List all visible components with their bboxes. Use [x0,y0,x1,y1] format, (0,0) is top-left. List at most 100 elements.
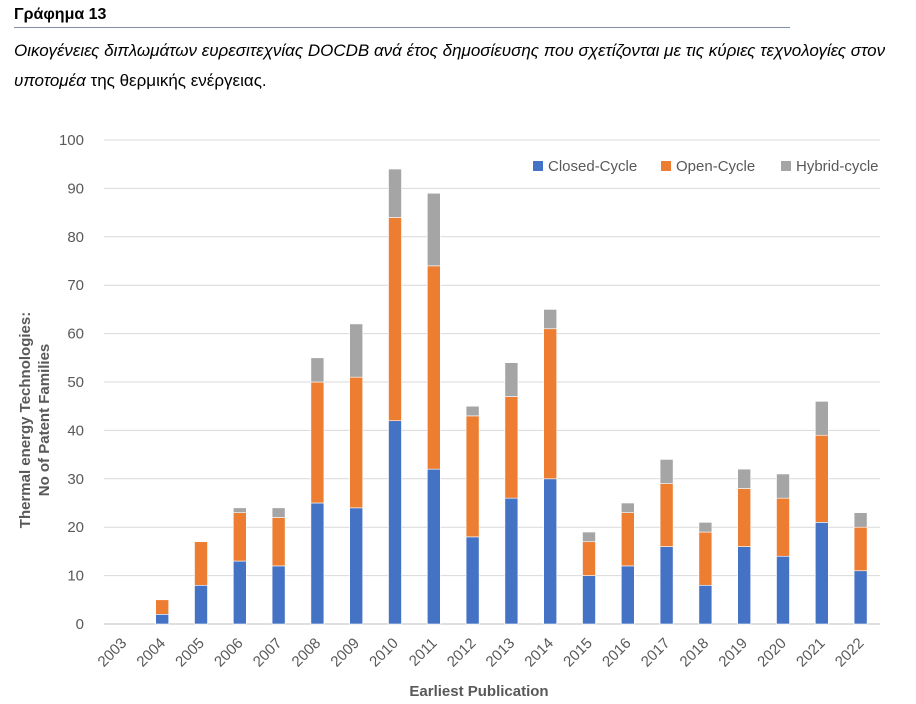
x-tick-label: 2010 [366,635,402,671]
x-tick-label: 2008 [289,635,325,671]
bar-segment-hybrid-cycle [699,522,712,532]
bar-segment-open-cycle [777,498,790,556]
bar-segment-closed-cycle [195,585,208,624]
bar-segment-closed-cycle [389,421,402,624]
bar-segment-closed-cycle [738,547,751,624]
x-tick-label: 2006 [211,635,247,671]
legend: Closed-Cycle Open-Cycle Hybrid-cycle [533,158,879,175]
x-tick-label: 2011 [406,635,441,670]
x-tick-label: 2013 [483,635,519,671]
x-tick-label: 2017 [638,635,674,671]
bar-segment-closed-cycle [777,556,790,624]
bar-segment-closed-cycle [660,547,673,624]
bar-segment-open-cycle [738,488,751,546]
x-tick-label: 2022 [832,635,868,671]
bar-segment-hybrid-cycle [389,169,402,217]
bar-segment-hybrid-cycle [777,474,790,498]
bar-segment-hybrid-cycle [311,358,324,382]
y-tick-label: 50 [67,374,84,391]
bar-segment-closed-cycle [583,576,596,624]
bar-segment-open-cycle [389,217,402,420]
x-tick-label: 2016 [599,635,635,671]
x-tick-label: 2003 [95,635,131,671]
bar-segment-open-cycle [311,382,324,503]
y-tick-label: 10 [67,568,84,585]
bar-segment-hybrid-cycle [621,503,634,513]
y-tick-label: 80 [67,229,84,246]
bar-segment-open-cycle [544,329,557,479]
bar-segment-closed-cycle [466,537,479,624]
bar-segment-closed-cycle [621,566,634,624]
x-tick-labels: 2003200420052006200720082009201020112012… [95,635,868,671]
bar-segment-closed-cycle [505,498,518,624]
y-axis-title: Thermal energy Technologies: No of Paten… [17,312,53,528]
x-tick-label: 2005 [172,635,208,671]
legend-label: Hybrid-cycle [796,158,879,175]
bar-segment-open-cycle [195,542,208,586]
bar-segment-hybrid-cycle [738,469,751,488]
x-tick-label: 2018 [677,635,713,671]
x-axis-title: Earliest Publication [409,683,548,700]
bar-segment-open-cycle [583,542,596,576]
bar-segment-closed-cycle [544,479,557,624]
legend-label: Closed-Cycle [548,158,637,175]
y-tick-label: 100 [59,132,84,149]
bar-segment-open-cycle [272,518,285,566]
bar-segment-hybrid-cycle [660,459,673,483]
x-tick-label: 2019 [715,635,751,671]
bar-segment-open-cycle [427,266,440,469]
bar-segment-open-cycle [621,513,634,566]
x-tick-label: 2021 [793,635,829,671]
bar-segment-closed-cycle [350,508,363,624]
y-tick-label: 20 [67,519,84,536]
bar-segment-hybrid-cycle [350,324,363,377]
bar-segment-closed-cycle [156,614,169,624]
bar-segment-closed-cycle [815,522,828,624]
bar-segment-open-cycle [156,600,169,615]
x-tick-label: 2015 [560,635,596,671]
y-axis-title-line2: No of Patent Families [36,344,53,497]
x-tick-label: 2009 [327,635,363,671]
y-tick-label: 0 [76,616,84,633]
x-tick-label: 2012 [444,635,480,671]
bar-segment-open-cycle [815,435,828,522]
bar-segment-closed-cycle [272,566,285,624]
bar-segment-hybrid-cycle [544,309,557,328]
bar-segment-hybrid-cycle [427,193,440,266]
x-tick-label: 2007 [250,635,286,671]
x-tick-label: 2014 [521,635,557,671]
bar-segment-open-cycle [505,397,518,499]
bar-segment-open-cycle [350,377,363,508]
y-tick-label: 60 [67,326,84,343]
legend-swatch [781,161,791,171]
bar-segment-open-cycle [466,416,479,537]
legend-label: Open-Cycle [676,158,755,175]
bar-segment-hybrid-cycle [466,406,479,416]
bar-segment-hybrid-cycle [815,401,828,435]
y-tick-label: 70 [67,277,84,294]
bar-segment-hybrid-cycle [583,532,596,542]
y-tick-label: 30 [67,471,84,488]
y-tick-label: 90 [67,180,84,197]
bar-segment-hybrid-cycle [233,508,246,513]
bar-segment-hybrid-cycle [505,363,518,397]
bar-segment-closed-cycle [233,561,246,624]
bar-segment-open-cycle [854,527,867,571]
legend-swatch [533,161,543,171]
bar-segment-closed-cycle [311,503,324,624]
y-tick-labels: 0 10 20 30 40 50 60 70 80 90 100 [59,132,84,633]
bar-segment-hybrid-cycle [272,508,285,518]
bar-segment-open-cycle [699,532,712,585]
y-axis-title-line1: Thermal energy Technologies: [17,312,34,528]
bar-segment-open-cycle [660,484,673,547]
x-tick-label: 2020 [754,635,790,671]
bar-segment-closed-cycle [854,571,867,624]
bar-segment-closed-cycle [699,585,712,624]
bar-segment-closed-cycle [427,469,440,624]
gridlines [104,140,880,624]
legend-swatch [661,161,671,171]
bar-segment-open-cycle [233,513,246,561]
y-tick-label: 40 [67,422,84,439]
bar-segment-hybrid-cycle [854,513,867,528]
x-tick-label: 2004 [133,635,169,671]
